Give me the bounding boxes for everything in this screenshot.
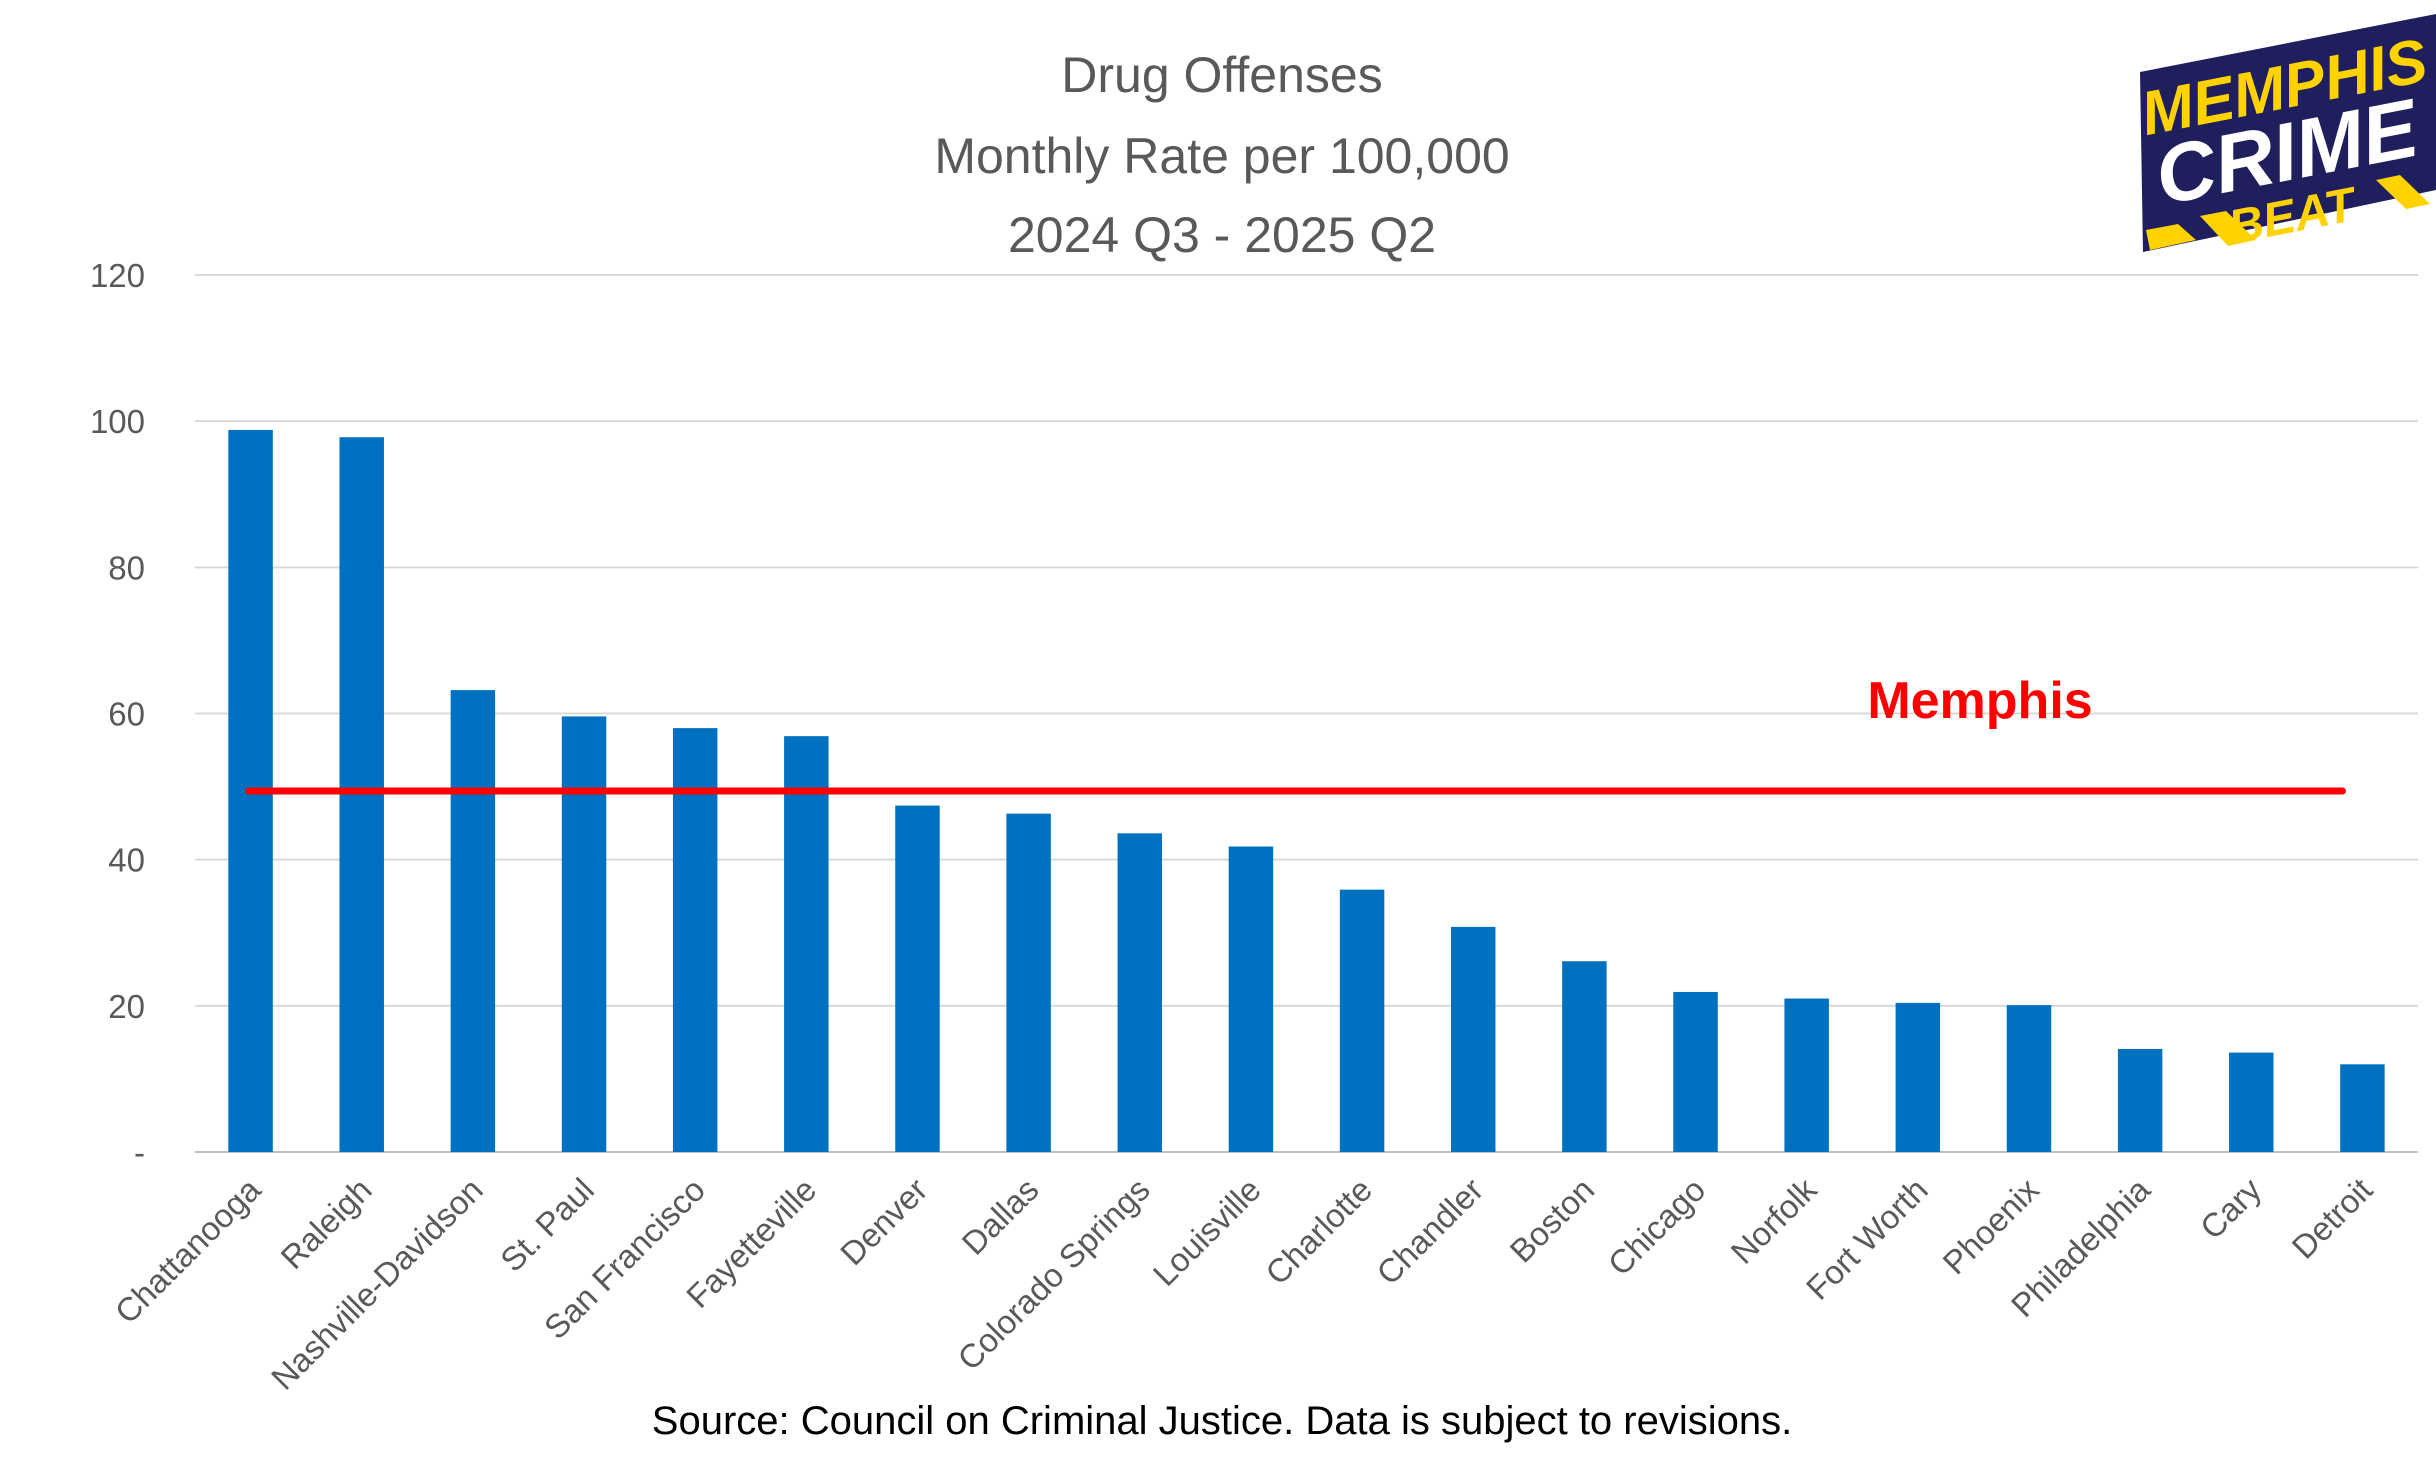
logo-background	[2140, 14, 2436, 252]
memphis-reference: Memphis	[245, 672, 2346, 795]
x-tick-label: Phoenix	[1935, 1170, 2046, 1281]
logo-stripe-1	[2146, 224, 2196, 250]
x-tick-label: Norfolk	[1724, 1170, 1824, 1270]
y-axis-ticks: - 20 40 60 80 100 120	[90, 257, 145, 1171]
x-tick-label: Chicago	[1601, 1171, 1713, 1283]
bar	[450, 690, 496, 1152]
x-tick-label: Charlotte	[1258, 1171, 1379, 1292]
x-tick-label: Cary	[2193, 1170, 2269, 1246]
bar	[2006, 1005, 2052, 1152]
x-tick-label: Denver	[833, 1171, 934, 1272]
bar	[2117, 1048, 2163, 1152]
bar	[895, 805, 940, 1152]
x-tick-label: Nashville-Davidson	[264, 1171, 490, 1397]
x-tick-label: Detroit	[2284, 1171, 2379, 1266]
logo-stripe-2	[2200, 211, 2256, 246]
bar	[784, 736, 829, 1152]
bar	[1784, 998, 1829, 1152]
bar	[2340, 1064, 2385, 1152]
y-tick-label: -	[134, 1134, 145, 1171]
memphis-crime-beat-logo: MEMPHIS CRIME BEAT	[2136, 14, 2436, 255]
memphis-reference-label: Memphis	[1867, 672, 2092, 730]
bar	[1673, 991, 1718, 1152]
x-tick-label: Raleigh	[273, 1171, 378, 1276]
x-tick-label: Chandler	[1369, 1171, 1490, 1292]
bar	[1450, 926, 1496, 1152]
bar	[1562, 961, 1607, 1152]
y-tick-label: 100	[90, 403, 145, 440]
bar	[339, 437, 384, 1152]
x-tick-label: Chattanooga	[108, 1170, 268, 1330]
bar	[672, 728, 718, 1152]
bar	[561, 716, 607, 1152]
x-tick-label: Dallas	[955, 1171, 1046, 1262]
y-tick-label: 80	[108, 549, 145, 586]
y-tick-label: 20	[108, 988, 145, 1025]
bar	[2229, 1052, 2274, 1152]
logo-stripe-3	[2376, 175, 2430, 209]
bars	[228, 429, 2385, 1153]
chart-title-line-2: Monthly Rate per 100,000	[934, 128, 1509, 184]
x-tick-label: Colorado Springs	[950, 1171, 1156, 1377]
chart-title: Drug Offenses Monthly Rate per 100,000 2…	[934, 47, 1509, 263]
bar	[1117, 833, 1163, 1152]
bar	[1006, 813, 1051, 1152]
bar	[1895, 1002, 1941, 1152]
y-tick-label: 120	[90, 257, 145, 294]
bar	[1339, 889, 1385, 1152]
y-tick-label: 60	[108, 696, 145, 733]
chart-title-line-3: 2024 Q3 - 2025 Q2	[1008, 207, 1436, 263]
x-tick-label: Louisville	[1146, 1171, 1268, 1293]
x-tick-label: Fort Worth	[1799, 1171, 1935, 1307]
gridlines	[195, 274, 2418, 1007]
x-tick-label: Boston	[1503, 1171, 1602, 1270]
bar	[1228, 846, 1274, 1152]
source-note: Source: Council on Criminal Justice. Dat…	[652, 1399, 1792, 1443]
y-tick-label: 40	[108, 842, 145, 879]
chart-title-line-1: Drug Offenses	[1061, 47, 1382, 103]
x-tick-label: St. Paul	[493, 1171, 601, 1279]
